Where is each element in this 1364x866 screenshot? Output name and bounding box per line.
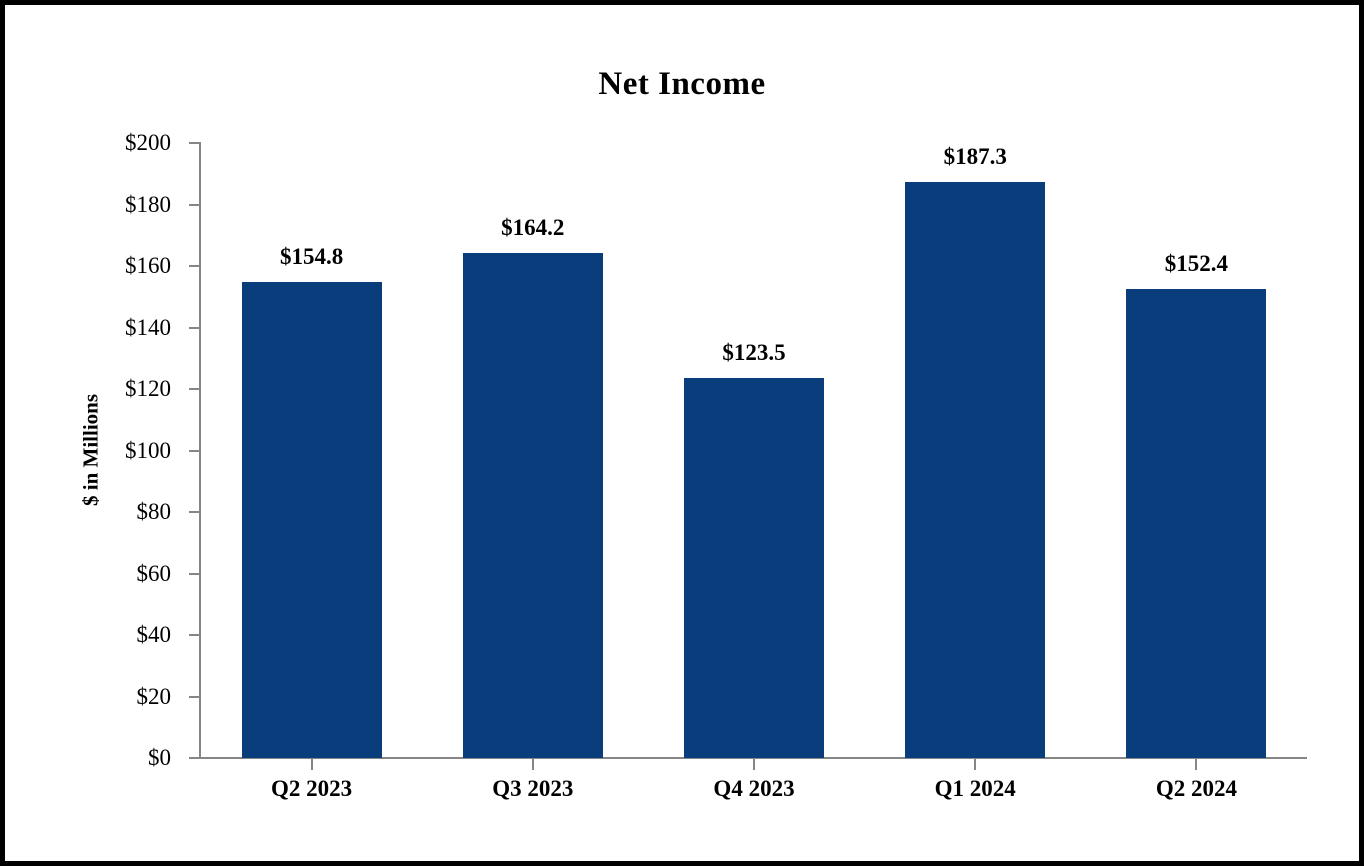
x-axis-tick: [531, 759, 534, 770]
chart-title: Net Income: [598, 66, 766, 102]
x-axis-tick: [753, 759, 755, 770]
y-axis-tick-label: $60: [136, 560, 172, 586]
y-axis-tick-label: $20: [136, 683, 172, 709]
y-axis-tick: [189, 572, 201, 575]
bar-value-label: $154.8: [279, 243, 344, 269]
y-axis-tick-label: $200: [125, 130, 171, 155]
x-axis-category-label: Q2 2023: [271, 776, 353, 801]
bar-value-label: $123.5: [722, 340, 786, 366]
y-axis-tick-label: $180: [125, 191, 171, 217]
y-axis-tick: [189, 265, 201, 267]
x-axis-category-label: Q3 2023: [492, 776, 574, 801]
bar-value-label: $164.2: [501, 215, 565, 241]
bar: [905, 182, 1046, 758]
y-axis-tick-label: $120: [125, 376, 171, 401]
y-axis-tick: [189, 326, 201, 329]
y-axis-tick-label: $80: [136, 499, 172, 524]
x-axis-tick: [1195, 759, 1198, 770]
y-axis-tick: [189, 203, 201, 206]
bar-value-label: $152.4: [1164, 251, 1229, 277]
x-axis-category-label: Q4 2023: [713, 776, 795, 801]
x-axis-category-label: Q1 2024: [934, 776, 1016, 801]
y-axis-tick: [189, 511, 201, 513]
y-axis-line: [199, 143, 201, 758]
y-axis-tick: [189, 449, 201, 452]
y-axis-tick-label: $100: [125, 437, 171, 463]
bar: [1126, 289, 1267, 758]
y-axis-tick-label: $160: [125, 253, 171, 278]
y-axis-tick: [189, 142, 201, 144]
bar-value-label: $187.3: [943, 144, 1007, 170]
y-axis-tick-label: $40: [136, 622, 172, 647]
bar: [241, 281, 382, 758]
x-axis-line: [189, 757, 1307, 759]
bar: [462, 253, 603, 758]
bar: [684, 378, 824, 758]
x-axis-tick: [974, 759, 977, 770]
y-axis-tick: [189, 388, 201, 390]
y-axis-tick: [189, 695, 201, 698]
y-axis-tick: [189, 634, 201, 636]
plot-area: $0 $20 $40 $60 $80 $100 $120 $140 $160 $180 $200 $1…: [5, 5, 1359, 861]
y-axis-tick-label: $0: [148, 745, 171, 770]
x-axis-tick: [310, 759, 313, 770]
y-axis-tick-label: $140: [125, 314, 171, 340]
x-axis-category-label: Q2 2024: [1155, 776, 1237, 801]
